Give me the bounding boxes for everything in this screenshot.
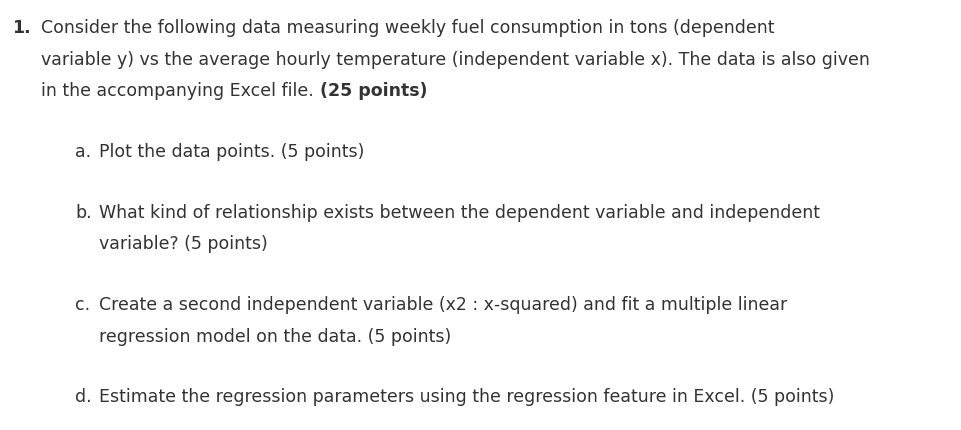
- Text: Consider the following data measuring weekly fuel consumption in tons (dependent: Consider the following data measuring we…: [41, 19, 774, 37]
- Text: (25 points): (25 points): [319, 82, 427, 100]
- Text: regression model on the data. (5 points): regression model on the data. (5 points): [99, 327, 451, 345]
- Text: Create a second independent variable (x2 : x-squared) and fit a multiple linear: Create a second independent variable (x2…: [99, 295, 786, 313]
- Text: What kind of relationship exists between the dependent variable and independent: What kind of relationship exists between…: [99, 203, 819, 221]
- Text: a.: a.: [75, 143, 91, 161]
- Text: Plot the data points. (5 points): Plot the data points. (5 points): [99, 143, 364, 161]
- Text: b.: b.: [75, 203, 91, 221]
- Text: Estimate the regression parameters using the regression feature in Excel. (5 poi: Estimate the regression parameters using…: [99, 387, 833, 405]
- Text: d.: d.: [75, 387, 91, 405]
- Text: in the accompanying Excel file.: in the accompanying Excel file.: [41, 82, 319, 100]
- Text: 1.: 1.: [12, 19, 31, 37]
- Text: variable y) vs the average hourly temperature (independent variable x). The data: variable y) vs the average hourly temper…: [41, 51, 870, 69]
- Text: c.: c.: [75, 295, 90, 313]
- Text: variable? (5 points): variable? (5 points): [99, 235, 267, 253]
